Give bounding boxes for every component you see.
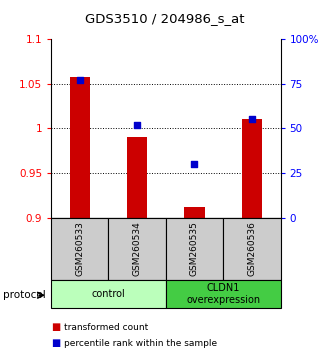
Text: GSM260535: GSM260535	[190, 221, 199, 276]
Text: GDS3510 / 204986_s_at: GDS3510 / 204986_s_at	[85, 12, 245, 25]
Text: ■: ■	[51, 322, 60, 332]
Text: percentile rank within the sample: percentile rank within the sample	[64, 339, 217, 348]
Text: CLDN1
overexpression: CLDN1 overexpression	[186, 283, 260, 305]
Point	[192, 161, 197, 167]
Text: protocol: protocol	[3, 290, 46, 300]
Text: control: control	[92, 289, 125, 299]
Bar	[166, 280, 280, 308]
Point	[249, 116, 254, 122]
Text: GSM260536: GSM260536	[247, 221, 256, 276]
Text: transformed count: transformed count	[64, 323, 148, 332]
Bar	[127, 137, 147, 218]
Bar	[70, 78, 90, 218]
Bar	[242, 119, 262, 218]
Bar	[184, 207, 205, 218]
Bar	[109, 218, 166, 280]
Text: ■: ■	[51, 338, 60, 348]
Text: GSM260533: GSM260533	[75, 221, 84, 276]
Point	[77, 77, 82, 83]
Point	[135, 122, 140, 127]
Bar	[51, 280, 166, 308]
Bar	[223, 218, 280, 280]
Bar	[166, 218, 223, 280]
Text: GSM260534: GSM260534	[133, 221, 142, 276]
Bar	[51, 218, 109, 280]
